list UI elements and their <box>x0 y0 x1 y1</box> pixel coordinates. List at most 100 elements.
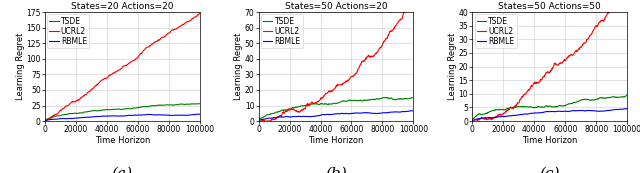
RBMLE <box>381 112 389 114</box>
UCRL2 <box>347 76 355 78</box>
Line: TSDE: TSDE <box>472 95 627 121</box>
UCRL2 <box>196 12 204 15</box>
RBMLE <box>329 113 337 115</box>
Line: TSDE: TSDE <box>259 97 413 121</box>
UCRL2 <box>561 58 568 60</box>
Text: (c): (c) <box>540 167 560 173</box>
UCRL2 <box>381 38 389 40</box>
RBMLE <box>196 113 204 115</box>
X-axis label: Time Horizon: Time Horizon <box>95 136 150 145</box>
TSDE <box>115 108 122 110</box>
RBMLE <box>125 114 132 116</box>
TSDE <box>410 97 417 99</box>
UCRL2 <box>125 63 132 65</box>
RBMLE <box>168 114 175 116</box>
TSDE <box>41 120 49 122</box>
Text: (a): (a) <box>112 167 133 173</box>
Line: RBMLE: RBMLE <box>472 109 627 121</box>
Line: UCRL2: UCRL2 <box>259 2 413 121</box>
RBMLE <box>542 111 550 113</box>
RBMLE <box>133 114 141 116</box>
UCRL2 <box>115 69 122 71</box>
TSDE <box>347 99 355 101</box>
TSDE <box>339 100 346 102</box>
Legend: TSDE, UCRL2, RBMLE: TSDE, UCRL2, RBMLE <box>261 14 303 48</box>
TSDE <box>561 105 568 107</box>
TSDE <box>542 105 550 107</box>
TSDE <box>623 94 631 96</box>
UCRL2 <box>115 69 123 71</box>
UCRL2 <box>406 4 413 6</box>
TSDE <box>381 96 389 98</box>
TSDE <box>620 96 627 98</box>
UCRL2 <box>410 1 417 3</box>
TSDE <box>468 120 476 122</box>
UCRL2 <box>468 120 476 122</box>
TSDE <box>552 106 560 108</box>
Line: UCRL2: UCRL2 <box>472 0 627 121</box>
TSDE <box>382 97 390 99</box>
RBMLE <box>406 110 413 112</box>
Legend: TSDE, UCRL2, RBMLE: TSDE, UCRL2, RBMLE <box>47 14 89 48</box>
RBMLE <box>339 112 346 114</box>
TSDE <box>543 105 550 107</box>
Legend: TSDE, UCRL2, RBMLE: TSDE, UCRL2, RBMLE <box>475 14 516 48</box>
Line: RBMLE: RBMLE <box>259 111 413 121</box>
RBMLE <box>623 108 631 110</box>
UCRL2 <box>543 72 550 74</box>
RBMLE <box>623 108 630 110</box>
TSDE <box>595 97 603 99</box>
RBMLE <box>192 113 200 115</box>
RBMLE <box>468 120 476 122</box>
TSDE <box>328 103 336 105</box>
UCRL2 <box>168 29 175 31</box>
UCRL2 <box>595 22 603 24</box>
Line: UCRL2: UCRL2 <box>45 13 200 121</box>
TSDE <box>255 120 262 122</box>
RBMLE <box>255 120 262 122</box>
UCRL2 <box>328 89 336 92</box>
Y-axis label: Learning Regret: Learning Regret <box>234 33 243 100</box>
TSDE <box>115 108 123 110</box>
X-axis label: Time Horizon: Time Horizon <box>522 136 577 145</box>
TSDE <box>329 102 337 104</box>
Title: States=50 Actions=20: States=50 Actions=20 <box>285 2 387 11</box>
Line: RBMLE: RBMLE <box>45 114 200 121</box>
RBMLE <box>328 113 336 115</box>
TSDE <box>406 97 414 99</box>
RBMLE <box>115 115 123 117</box>
UCRL2 <box>192 16 200 18</box>
UCRL2 <box>133 57 141 59</box>
TSDE <box>133 107 141 109</box>
X-axis label: Time Horizon: Time Horizon <box>308 136 364 145</box>
Line: TSDE: TSDE <box>45 104 200 121</box>
UCRL2 <box>542 72 550 74</box>
RBMLE <box>409 110 417 112</box>
Title: States=50 Actions=50: States=50 Actions=50 <box>499 2 601 11</box>
Text: (b): (b) <box>325 167 347 173</box>
RBMLE <box>347 113 355 115</box>
UCRL2 <box>329 89 337 91</box>
RBMLE <box>595 110 603 112</box>
Y-axis label: Learning Regret: Learning Regret <box>448 33 457 100</box>
RBMLE <box>620 108 627 110</box>
TSDE <box>192 103 200 105</box>
TSDE <box>196 103 204 105</box>
UCRL2 <box>41 120 49 122</box>
RBMLE <box>195 113 203 115</box>
RBMLE <box>410 110 417 112</box>
UCRL2 <box>552 63 560 65</box>
TSDE <box>195 103 203 105</box>
TSDE <box>125 108 132 110</box>
RBMLE <box>543 111 550 113</box>
RBMLE <box>561 110 568 112</box>
RBMLE <box>552 111 560 113</box>
RBMLE <box>41 120 49 122</box>
Y-axis label: Learning Regret: Learning Regret <box>16 33 25 100</box>
Title: States=20 Actions=20: States=20 Actions=20 <box>71 2 173 11</box>
TSDE <box>168 104 175 106</box>
TSDE <box>623 94 631 96</box>
UCRL2 <box>339 83 346 85</box>
RBMLE <box>115 115 122 117</box>
UCRL2 <box>255 120 262 122</box>
